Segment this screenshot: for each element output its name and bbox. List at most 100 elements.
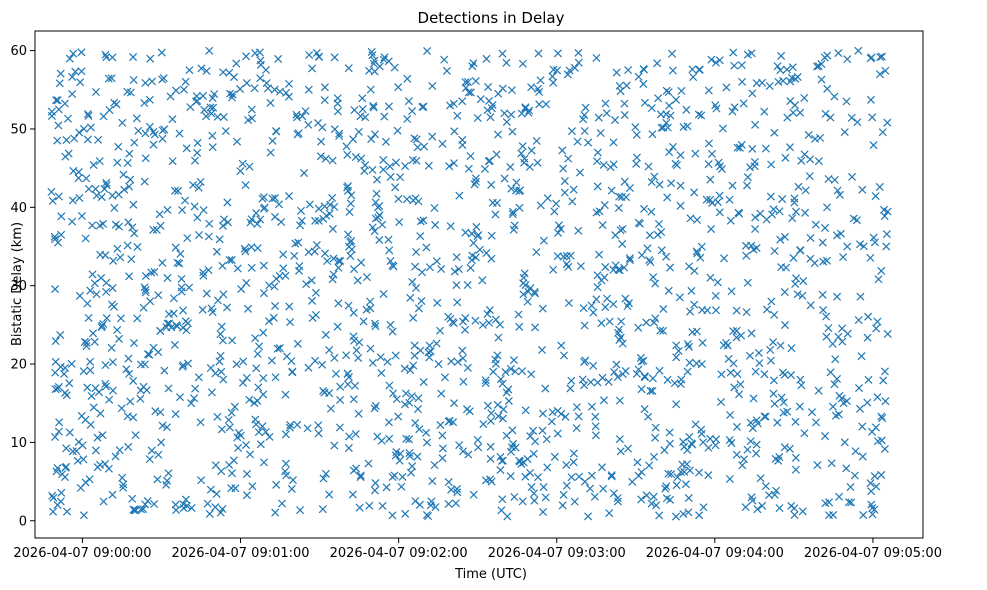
detection-point: [378, 501, 387, 510]
detection-point: [866, 253, 875, 262]
detection-point: [822, 312, 831, 321]
detection-point: [574, 226, 583, 235]
detection-point: [695, 65, 704, 74]
detection-point: [76, 483, 85, 492]
detection-point: [164, 384, 173, 393]
detection-point: [158, 134, 167, 143]
detection-point: [484, 157, 493, 166]
detection-point: [733, 143, 742, 152]
detection-point: [411, 418, 420, 428]
detection-point: [91, 384, 100, 393]
detection-point: [285, 302, 294, 311]
detection-point: [245, 395, 254, 404]
detection-point: [334, 256, 343, 265]
detection-point: [68, 447, 77, 456]
detection-point: [272, 274, 281, 283]
detection-point: [557, 409, 566, 418]
detection-point: [94, 135, 103, 144]
detection-point: [247, 114, 257, 123]
detection-point: [461, 314, 470, 323]
detection-point: [104, 464, 113, 473]
detection-point: [726, 368, 735, 377]
detection-point: [690, 300, 699, 309]
detection-point: [92, 191, 101, 200]
detection-point: [76, 78, 85, 87]
detection-point: [817, 75, 826, 84]
detection-point: [210, 90, 219, 99]
detection-point: [647, 177, 656, 187]
detection-point: [567, 376, 576, 385]
detection-point: [584, 512, 593, 521]
detection-point: [506, 162, 515, 172]
detection-point: [752, 449, 761, 458]
detection-point: [681, 480, 690, 489]
detection-point: [536, 201, 545, 210]
detection-point: [601, 263, 610, 272]
detection-point: [665, 428, 674, 437]
detection-point: [125, 182, 134, 191]
detection-point: [823, 203, 832, 212]
detection-point: [73, 456, 82, 465]
detection-point: [53, 384, 62, 393]
detection-point: [102, 178, 111, 187]
detection-point: [682, 105, 691, 114]
detection-point: [365, 66, 374, 75]
detection-point: [77, 411, 86, 420]
detection-point: [91, 184, 100, 193]
detection-point: [82, 338, 91, 347]
detection-point: [672, 353, 681, 362]
detection-point: [126, 175, 135, 184]
detection-point: [624, 65, 633, 75]
detection-point: [733, 369, 742, 378]
detection-point: [743, 278, 752, 287]
detection-point: [212, 247, 221, 256]
detection-point: [518, 59, 527, 68]
detection-point: [777, 51, 786, 60]
detection-point: [259, 390, 268, 399]
detection-point: [406, 293, 415, 302]
detection-point: [315, 52, 324, 61]
detection-point: [534, 49, 543, 58]
detection-point: [242, 491, 251, 500]
detection-point: [320, 202, 329, 211]
detection-point: [268, 194, 277, 203]
detection-point: [296, 506, 305, 515]
detection-point: [602, 109, 611, 118]
detection-point: [379, 156, 388, 165]
detection-point: [77, 48, 86, 57]
detection-point: [538, 426, 547, 435]
detection-point: [259, 261, 268, 270]
detection-point: [474, 230, 483, 240]
detection-point: [359, 317, 368, 326]
detection-point: [113, 326, 122, 335]
detection-point: [109, 256, 118, 265]
detection-point: [648, 374, 657, 383]
detection-point: [401, 162, 410, 171]
detection-point: [671, 512, 681, 521]
detection-point: [311, 216, 320, 225]
detection-point: [368, 358, 377, 367]
detection-point: [420, 142, 429, 151]
detection-point: [597, 276, 606, 285]
detection-point: [134, 126, 143, 135]
detection-point: [251, 49, 260, 58]
detection-point: [503, 512, 512, 521]
detection-point: [242, 52, 251, 61]
detection-point: [325, 490, 334, 499]
detection-point: [402, 195, 411, 204]
detection-point: [318, 123, 327, 132]
detection-point: [75, 128, 84, 137]
detection-point: [500, 174, 509, 183]
detection-point: [742, 181, 752, 190]
detection-point: [250, 398, 259, 408]
detection-point: [781, 153, 790, 162]
detection-point: [354, 409, 363, 418]
detection-point: [385, 381, 394, 390]
detection-point: [62, 136, 71, 145]
detection-point: [651, 279, 660, 288]
detection-point: [634, 323, 643, 332]
detection-point: [538, 304, 547, 313]
detection-point: [344, 230, 353, 239]
detection-point: [520, 154, 529, 163]
detection-point: [390, 63, 399, 72]
